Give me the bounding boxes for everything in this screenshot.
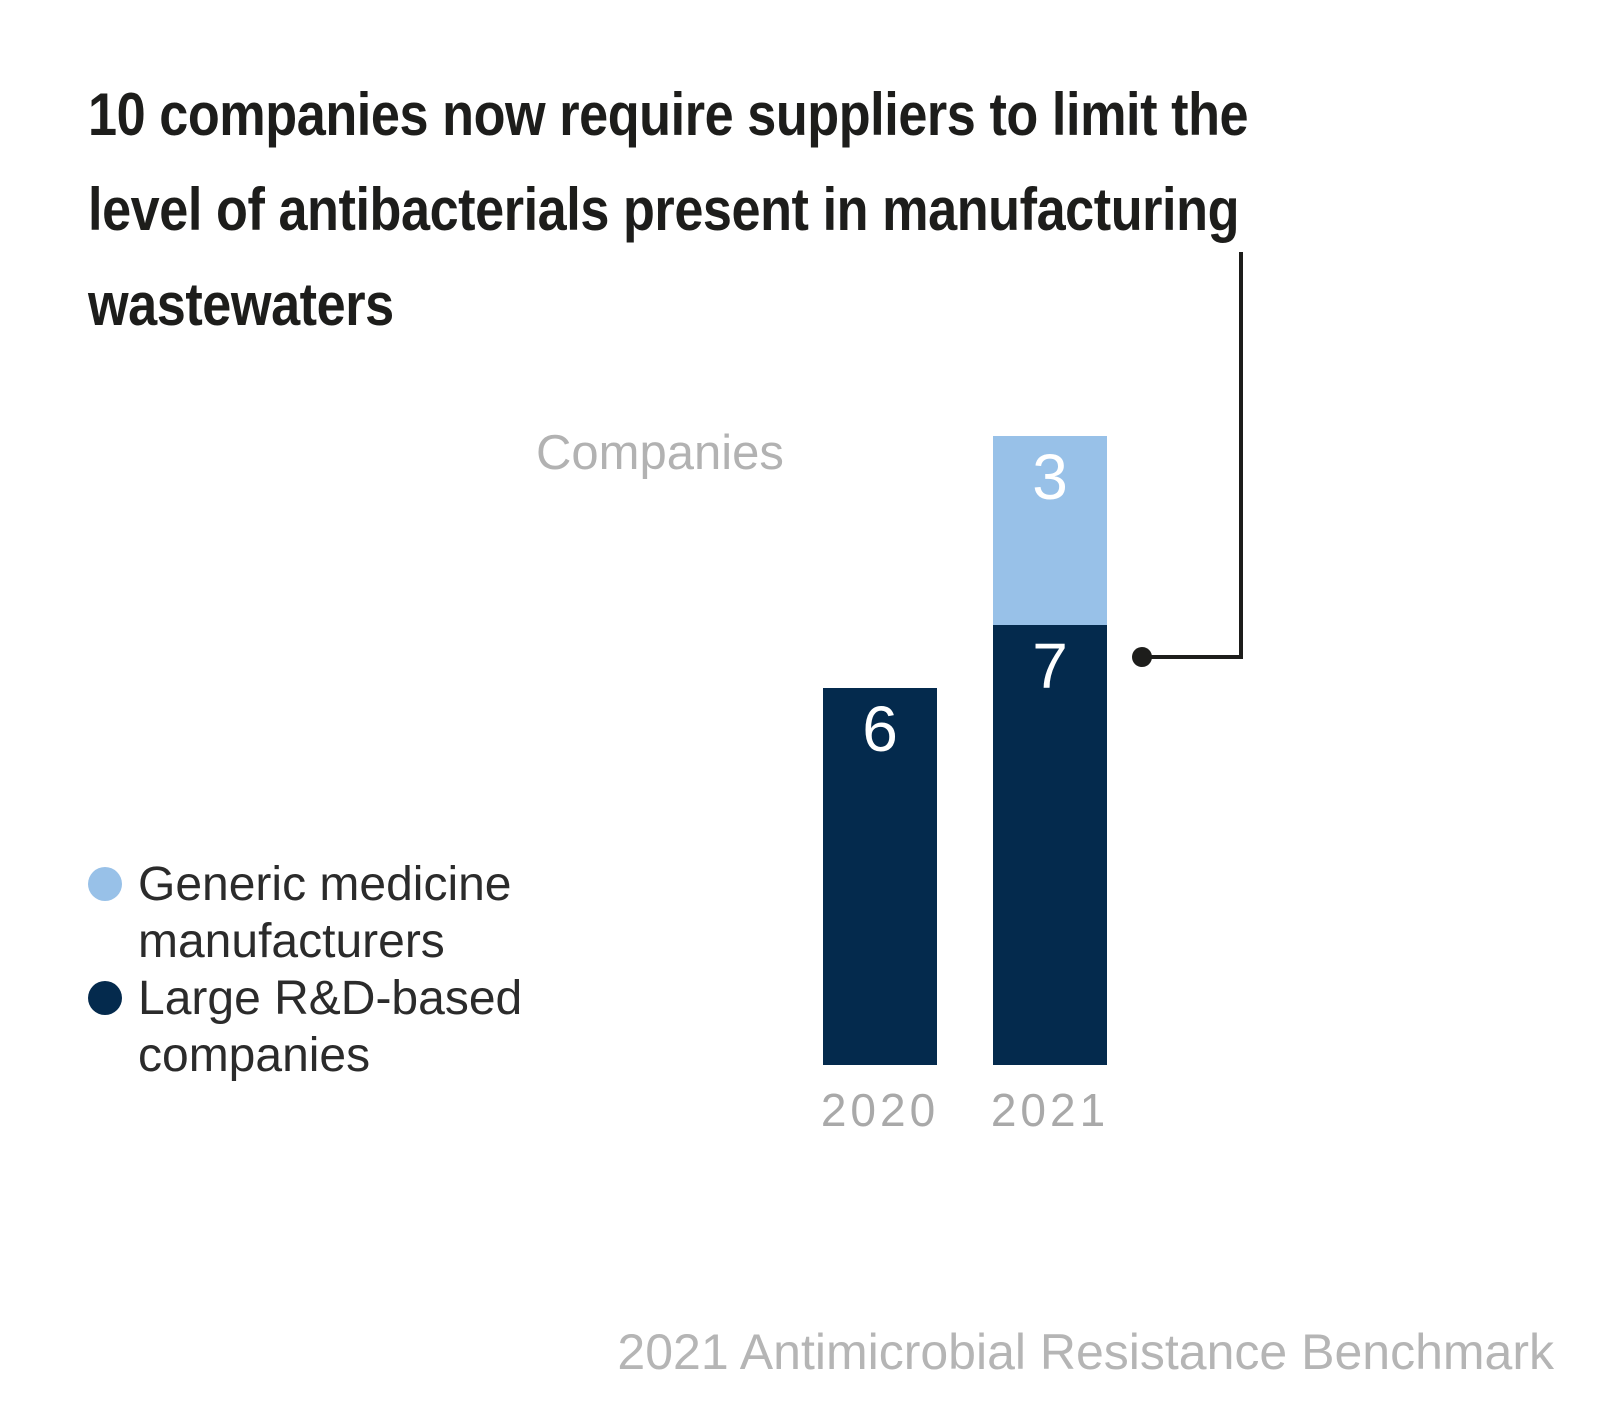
chart-title-line-2: level of antibacterials present in manuf… xyxy=(88,176,1240,243)
legend-label-line: companies xyxy=(138,1029,371,1082)
bar-value-label: 3 xyxy=(1032,441,1068,513)
legend-label-line: Large R&D-based xyxy=(138,972,523,1025)
chart-title: 10 companies now require suppliers to li… xyxy=(88,67,1249,352)
bar-value-label: 6 xyxy=(862,693,898,765)
legend-label-generic: Generic medicine manufacturers xyxy=(138,856,512,970)
legend-label-rd: Large R&D-based companies xyxy=(138,970,522,1084)
callout-line-vertical xyxy=(1239,252,1243,659)
legend-item-generic: Generic medicine manufacturers xyxy=(88,856,522,970)
x-axis-label-2020: 2020 xyxy=(820,1084,940,1136)
legend-item-rd: Large R&D-based companies xyxy=(88,970,522,1084)
chart-title-line-1: 10 companies now require suppliers to li… xyxy=(88,81,1249,148)
legend-dot-rd xyxy=(88,981,122,1015)
bar-2021: 3 7 2021 xyxy=(991,436,1107,1133)
bar-value-label: 7 xyxy=(1032,630,1068,702)
callout-dot xyxy=(1132,647,1152,667)
bar-segment-generic-2021: 3 xyxy=(993,436,1107,625)
bar-segment-rd-2020: 6 xyxy=(823,688,937,1065)
x-axis-label-2021: 2021 xyxy=(990,1084,1110,1136)
callout-line-horizontal xyxy=(1142,655,1243,659)
legend-label-line: manufacturers xyxy=(138,915,445,968)
legend: Generic medicine manufacturers Large R&D… xyxy=(88,856,522,1084)
y-axis-label: Companies xyxy=(536,426,784,480)
bar-segment-rd-2021: 7 xyxy=(993,625,1107,1065)
bar-plot: 6 2020 3 7 2021 xyxy=(821,436,1107,1133)
chart-title-line-3: wastewaters xyxy=(88,271,394,338)
legend-label-line: Generic medicine xyxy=(138,858,512,911)
bar-2020: 6 2020 xyxy=(821,688,937,1133)
legend-dot-generic xyxy=(88,867,122,901)
source-attribution: 2021 Antimicrobial Resistance Benchmark xyxy=(617,1324,1554,1380)
